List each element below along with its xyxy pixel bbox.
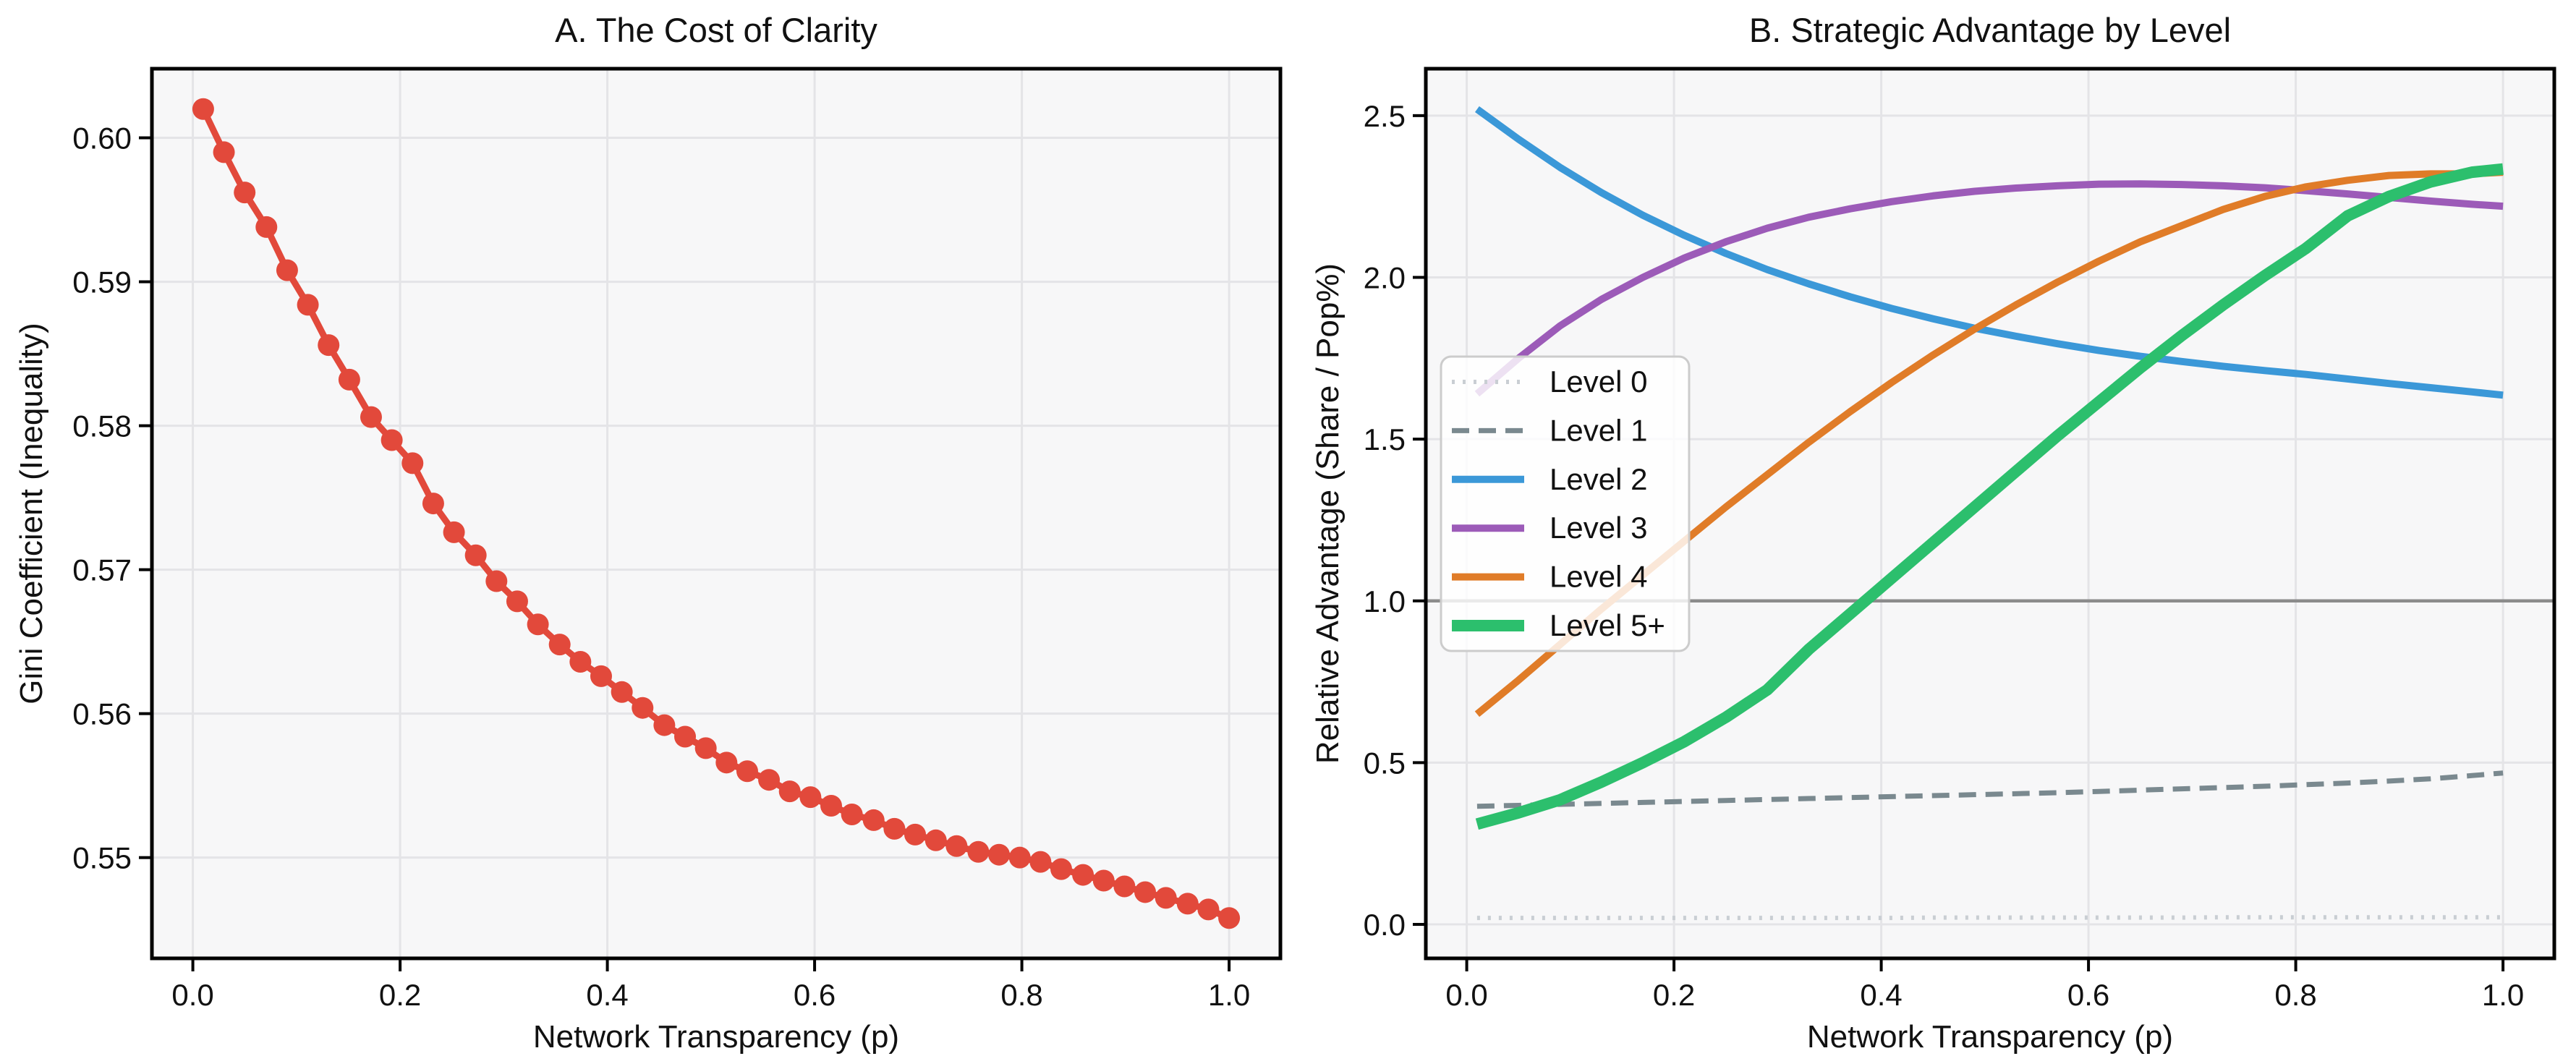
x-tick-label: 1.0 — [2482, 978, 2524, 1012]
data-point-gini — [632, 697, 654, 719]
legend-label-level-3: Level 3 — [1550, 511, 1647, 545]
data-point-gini — [234, 182, 256, 204]
data-point-gini — [674, 725, 697, 748]
x-tick-label: 0.0 — [171, 978, 213, 1012]
data-point-gini — [1113, 875, 1136, 898]
plot-area — [152, 69, 1280, 958]
data-point-gini — [778, 780, 801, 803]
y-tick-label: 0.58 — [72, 409, 132, 443]
data-point-gini — [443, 521, 465, 543]
data-point-gini — [758, 769, 781, 791]
legend-label-level-0: Level 0 — [1550, 365, 1647, 399]
data-point-gini — [715, 751, 738, 774]
data-point-gini — [841, 803, 863, 825]
x-tick-label: 0.4 — [1860, 978, 1902, 1012]
series-line-level-1 — [1476, 770, 2504, 809]
series-line-level-2 — [1474, 106, 2504, 399]
panel-b-title: B. Strategic Advantage by Level — [1749, 11, 2231, 49]
y-tick-label: 2.0 — [1364, 260, 1406, 294]
panel-b-xlabel: Network Transparency (p) — [1807, 1019, 2173, 1055]
data-point-gini — [945, 835, 968, 857]
x-tick-label: 0.2 — [379, 978, 421, 1012]
panel-a-title: A. The Cost of Clarity — [555, 11, 877, 49]
data-point-gini — [192, 98, 214, 120]
data-point-gini — [548, 634, 571, 656]
data-point-gini — [401, 452, 424, 474]
x-tick-label: 1.0 — [1208, 978, 1250, 1012]
data-point-gini — [1029, 851, 1052, 873]
data-point-gini — [360, 406, 382, 428]
data-point-gini — [297, 294, 319, 316]
data-point-gini — [464, 544, 487, 566]
data-point-gini — [381, 429, 403, 451]
legend-label-level-2: Level 2 — [1550, 462, 1647, 496]
data-point-gini — [1072, 864, 1094, 886]
data-point-gini — [967, 840, 990, 863]
y-tick-label: 2.5 — [1364, 99, 1406, 133]
data-point-gini — [1008, 846, 1031, 869]
data-point-gini — [799, 786, 822, 809]
series-line-level-3 — [1474, 180, 2504, 397]
x-tick-label: 0.8 — [1000, 978, 1042, 1012]
data-point-gini — [924, 829, 947, 851]
y-tick-label: 0.56 — [72, 697, 132, 731]
data-point-gini — [883, 817, 906, 840]
axes-border — [1424, 67, 2556, 961]
data-point-gini — [1092, 869, 1115, 892]
data-point-gini — [904, 823, 927, 846]
data-point-gini — [590, 665, 612, 687]
x-tick-label: 0.6 — [2067, 978, 2109, 1012]
y-tick-label: 1.5 — [1364, 422, 1406, 456]
x-tick-label: 0.8 — [2274, 978, 2316, 1012]
y-tick-label: 0.0 — [1364, 908, 1406, 942]
y-tick-label: 0.59 — [72, 265, 132, 299]
data-point-gini — [276, 259, 298, 281]
data-point-gini — [862, 809, 885, 831]
data-point-gini — [736, 760, 758, 783]
data-point-gini — [506, 590, 528, 613]
data-point-gini — [1050, 858, 1073, 880]
axes-border — [150, 67, 1283, 961]
data-point-gini — [255, 216, 278, 238]
legend — [1440, 355, 1691, 652]
panel-a-ylabel: Gini Coefficient (Inequality) — [14, 323, 49, 704]
data-point-gini — [988, 843, 1011, 866]
panel-a-chart: A. The Cost of Clarity Network Transpare… — [14, 11, 1283, 1055]
data-point-gini — [569, 651, 592, 673]
data-point-gini — [1134, 881, 1157, 903]
data-point-gini — [422, 493, 444, 515]
data-point-gini — [338, 368, 360, 391]
y-tick-label: 0.60 — [72, 122, 132, 156]
data-point-gini — [318, 334, 340, 357]
y-tick-label: 0.57 — [72, 553, 132, 587]
y-tick-label: 1.0 — [1364, 584, 1406, 618]
legend-label-level-4: Level 4 — [1550, 560, 1647, 594]
x-tick-label: 0.2 — [1653, 978, 1695, 1012]
data-point-gini — [611, 681, 633, 703]
series-line-level-5 — [1475, 163, 2504, 830]
x-tick-label: 0.0 — [1445, 978, 1487, 1012]
data-point-gini — [653, 714, 676, 736]
y-tick-label: 0.55 — [72, 841, 132, 875]
data-point-gini — [485, 570, 508, 592]
data-point-gini — [694, 737, 717, 759]
data-point-gini — [527, 613, 549, 636]
data-point-gini — [1155, 887, 1177, 909]
y-tick-label: 0.5 — [1364, 746, 1406, 780]
data-point-gini — [1218, 907, 1241, 929]
legend-label-level-5: Level 5+ — [1550, 608, 1665, 642]
data-point-gini — [213, 141, 235, 163]
x-tick-label: 0.6 — [794, 978, 836, 1012]
x-tick-label: 0.4 — [586, 978, 628, 1012]
panel-b-chart: B. Strategic Advantage by Level Network … — [1310, 11, 2556, 1055]
panel-a-xlabel: Network Transparency (p) — [533, 1019, 899, 1055]
legend-label-level-1: Level 1 — [1550, 413, 1647, 447]
data-point-gini — [1197, 898, 1220, 921]
data-point-gini — [820, 795, 843, 817]
data-point-gini — [1176, 893, 1199, 915]
panel-b-ylabel: Relative Advantage (Share / Pop%) — [1310, 263, 1346, 764]
